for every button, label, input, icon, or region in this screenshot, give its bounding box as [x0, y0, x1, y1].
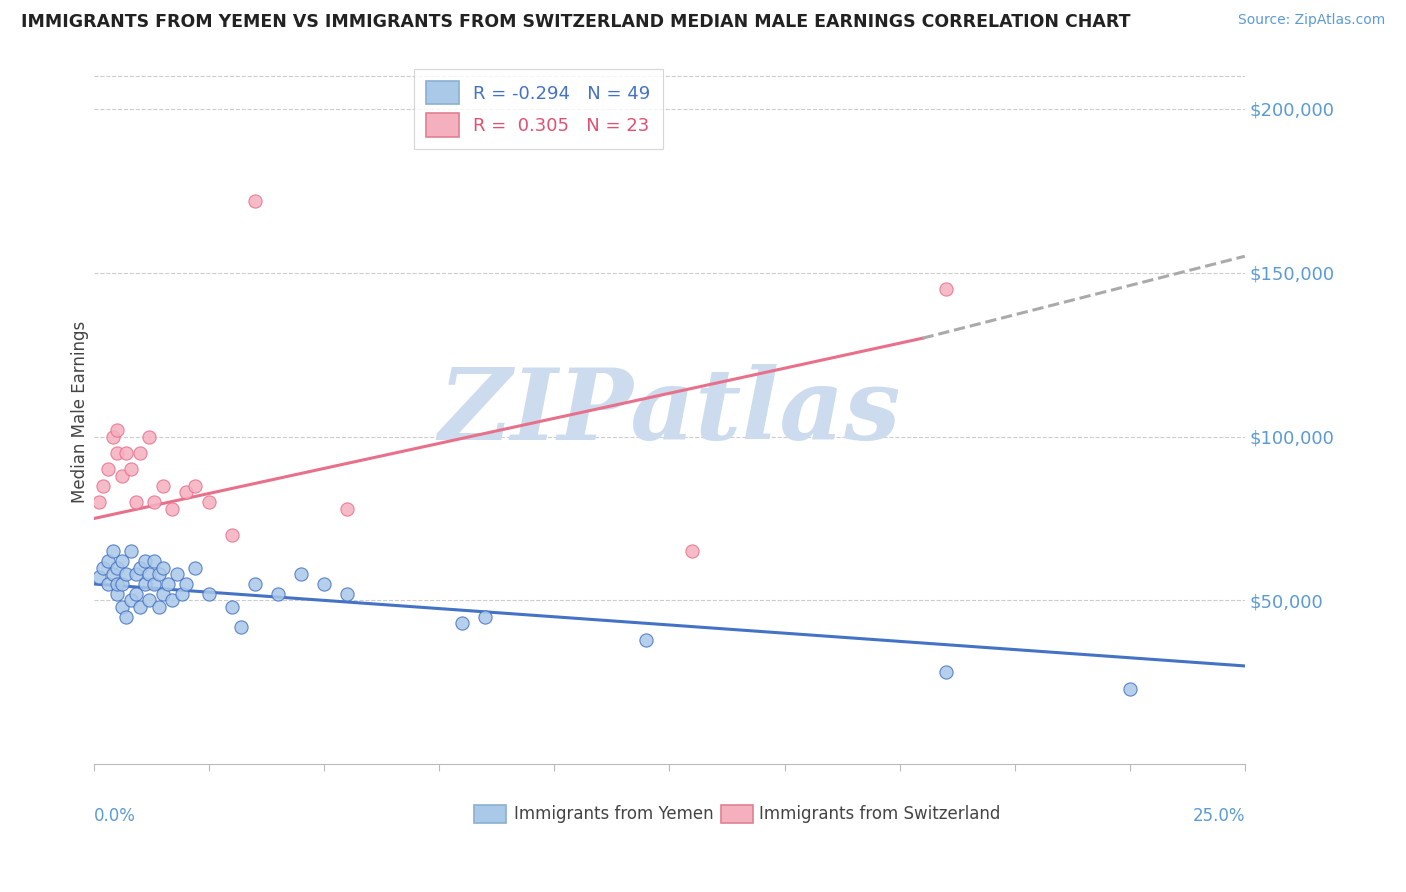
- Point: [267, 587, 290, 601]
- Point: [245, 194, 267, 208]
- Point: [162, 593, 184, 607]
- Point: [156, 577, 179, 591]
- Point: [221, 599, 243, 614]
- Point: [124, 587, 146, 601]
- Text: Immigrants from Yemen: Immigrants from Yemen: [515, 805, 714, 822]
- Point: [97, 462, 120, 476]
- Point: [105, 560, 128, 574]
- Y-axis label: Median Male Earnings: Median Male Earnings: [72, 321, 89, 503]
- Point: [152, 478, 174, 492]
- Point: [184, 560, 207, 574]
- Point: [134, 577, 156, 591]
- Point: [101, 567, 124, 582]
- Point: [143, 495, 166, 509]
- Point: [935, 665, 957, 680]
- Point: [124, 495, 146, 509]
- Text: Source: ZipAtlas.com: Source: ZipAtlas.com: [1237, 13, 1385, 28]
- Point: [134, 554, 156, 568]
- Legend: R = -0.294   N = 49, R =  0.305   N = 23: R = -0.294 N = 49, R = 0.305 N = 23: [413, 69, 664, 149]
- Point: [474, 609, 496, 624]
- Point: [336, 587, 359, 601]
- Point: [129, 560, 152, 574]
- Point: [152, 587, 174, 601]
- Point: [162, 501, 184, 516]
- Point: [148, 567, 170, 582]
- Point: [105, 423, 128, 437]
- Point: [91, 560, 114, 574]
- Point: [120, 544, 142, 558]
- Point: [198, 495, 221, 509]
- Point: [124, 567, 146, 582]
- Point: [231, 619, 253, 633]
- Point: [290, 567, 312, 582]
- Point: [166, 567, 188, 582]
- Point: [129, 599, 152, 614]
- Text: IMMIGRANTS FROM YEMEN VS IMMIGRANTS FROM SWITZERLAND MEDIAN MALE EARNINGS CORREL: IMMIGRANTS FROM YEMEN VS IMMIGRANTS FROM…: [21, 13, 1130, 31]
- Point: [1118, 681, 1140, 696]
- Point: [170, 587, 193, 601]
- Point: [105, 587, 128, 601]
- Point: [111, 554, 134, 568]
- Point: [138, 429, 160, 443]
- Point: [97, 554, 120, 568]
- Point: [184, 478, 207, 492]
- Point: [314, 577, 336, 591]
- Point: [120, 593, 142, 607]
- Point: [143, 554, 166, 568]
- Point: [115, 609, 138, 624]
- Point: [148, 599, 170, 614]
- Point: [636, 632, 658, 647]
- Text: ZIPatlas: ZIPatlas: [439, 364, 901, 460]
- Point: [115, 446, 138, 460]
- Point: [105, 577, 128, 591]
- Point: [111, 599, 134, 614]
- Text: 0.0%: 0.0%: [94, 806, 136, 824]
- Point: [138, 593, 160, 607]
- Point: [120, 462, 142, 476]
- Point: [97, 577, 120, 591]
- Point: [143, 577, 166, 591]
- Text: Immigrants from Switzerland: Immigrants from Switzerland: [759, 805, 1001, 822]
- Point: [87, 570, 110, 584]
- Point: [91, 478, 114, 492]
- FancyBboxPatch shape: [721, 805, 754, 822]
- Point: [111, 468, 134, 483]
- Point: [245, 577, 267, 591]
- Point: [221, 528, 243, 542]
- Point: [101, 429, 124, 443]
- Point: [174, 485, 197, 500]
- Point: [115, 567, 138, 582]
- Text: 25.0%: 25.0%: [1192, 806, 1244, 824]
- Point: [152, 560, 174, 574]
- Point: [198, 587, 221, 601]
- Point: [101, 544, 124, 558]
- Point: [129, 446, 152, 460]
- Point: [451, 616, 474, 631]
- Point: [174, 577, 197, 591]
- Point: [336, 501, 359, 516]
- Point: [111, 577, 134, 591]
- Point: [935, 282, 957, 296]
- FancyBboxPatch shape: [474, 805, 506, 822]
- Point: [87, 495, 110, 509]
- Point: [138, 567, 160, 582]
- Point: [682, 544, 704, 558]
- Point: [105, 446, 128, 460]
